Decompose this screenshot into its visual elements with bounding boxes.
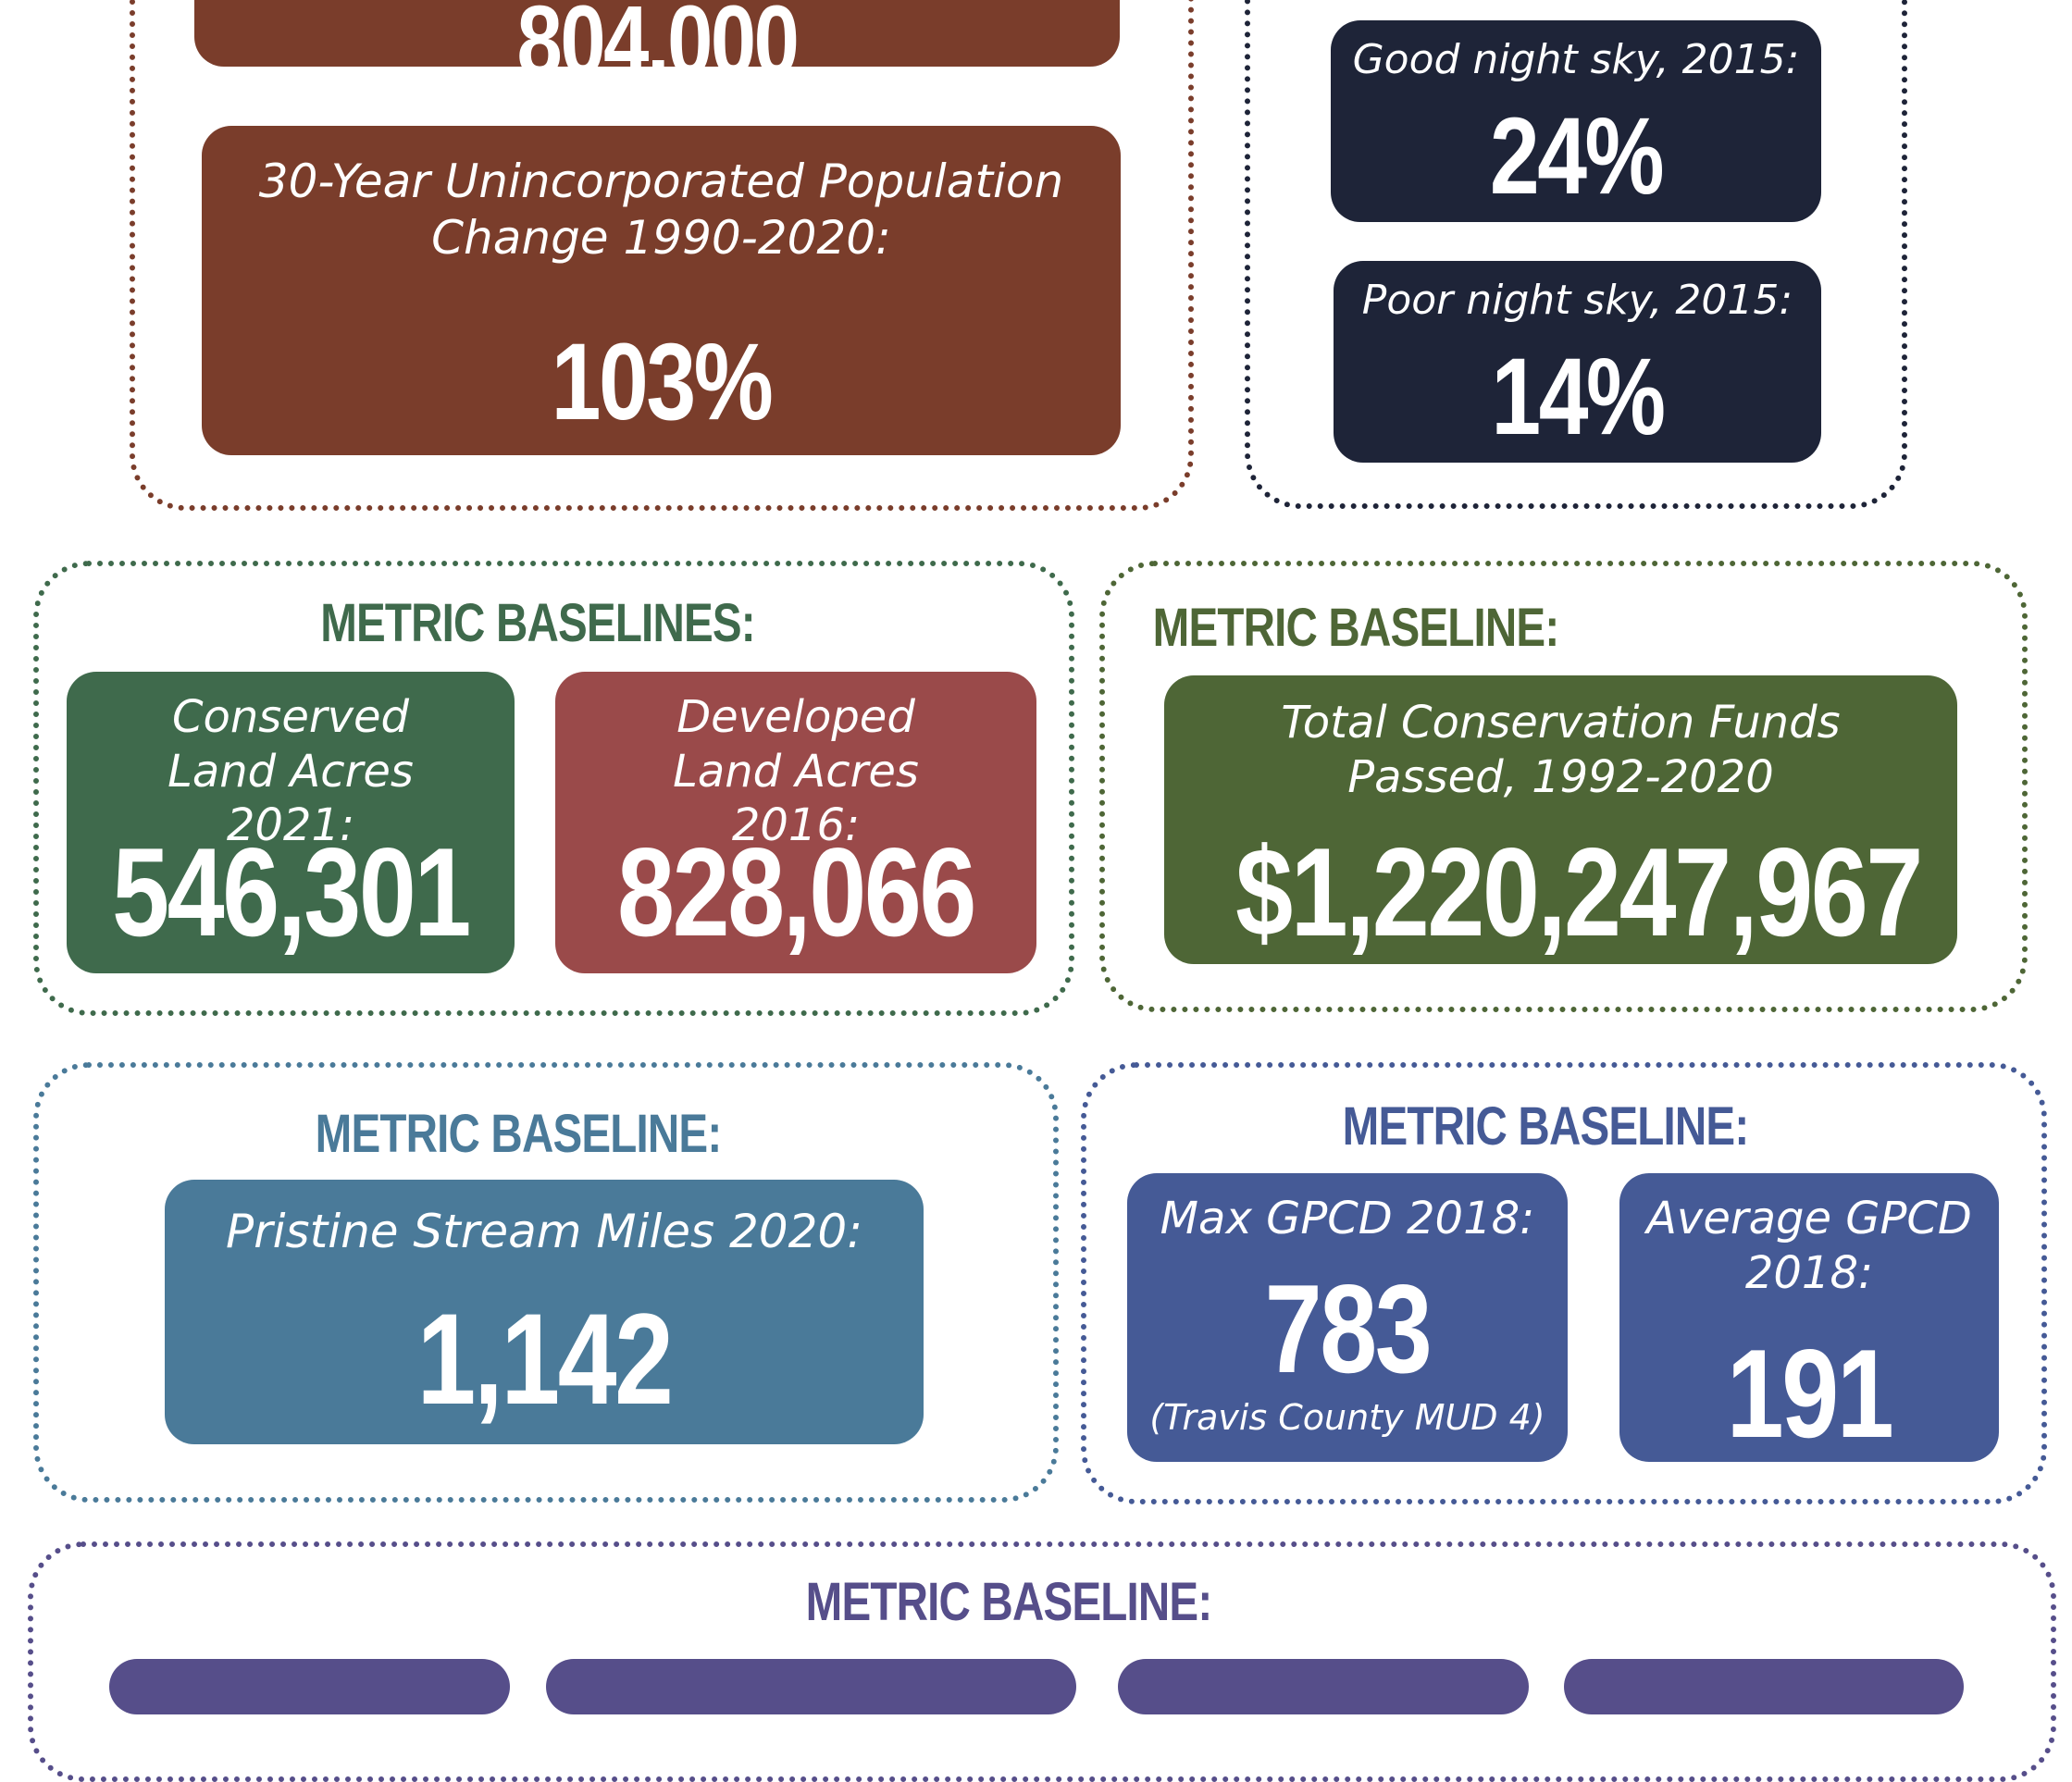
avg-gpcd-card: Average GPCD 2018: 191 (1619, 1173, 1999, 1462)
streams-label: Pristine Stream Miles 2020: (225, 1205, 863, 1258)
funds-card: Total Conservation Funds Passed, 1992-20… (1164, 675, 1957, 964)
population-frame (130, 0, 1194, 511)
good-night-sky-value: 24% (1489, 95, 1665, 217)
funds-header: METRIC BASELINE: (1152, 598, 1560, 658)
population-total-value: 804,000 (516, 0, 800, 67)
streams-frame (33, 1062, 1059, 1503)
bottom-card-1 (109, 1659, 510, 1714)
population-change-value: 103% (551, 321, 774, 443)
land-header: METRIC BASELINES: (320, 593, 755, 653)
conserved-land-value: 546,301 (112, 822, 471, 962)
max-gpcd-note: (Travis County MUD 4) (1149, 1397, 1545, 1438)
population-change-label: 30-Year Unincorporated Population Change… (258, 155, 1064, 265)
good-night-sky-label: Good night sky, 2015: (1352, 36, 1800, 83)
conserved-land-label: Conserved Land Acres 2021: (167, 691, 414, 852)
bottom-card-2 (546, 1659, 1076, 1714)
bottom-card-4 (1564, 1659, 1964, 1714)
poor-night-sky-card: Poor night sky, 2015: 14% (1334, 261, 1821, 463)
max-gpcd-card: Max GPCD 2018: 783 (Travis County MUD 4) (1127, 1173, 1568, 1462)
population-change-card: 30-Year Unincorporated Population Change… (202, 126, 1121, 455)
developed-land-card: Developed Land Acres 2016: 828,066 (555, 672, 1036, 973)
water-header: METRIC BASELINE: (1342, 1096, 1750, 1157)
poor-night-sky-value: 14% (1491, 336, 1666, 458)
conserved-land-card: Conserved Land Acres 2021: 546,301 (67, 672, 515, 973)
poor-night-sky-label: Poor night sky, 2015: (1361, 277, 1793, 324)
funds-frame (1099, 561, 2028, 1012)
funds-value: $1,220,247,967 (1235, 822, 1923, 962)
streams-card: Pristine Stream Miles 2020: 1,142 (165, 1180, 924, 1444)
max-gpcd-label: Max GPCD 2018: (1160, 1193, 1535, 1244)
avg-gpcd-label: Average GPCD 2018: (1646, 1193, 1972, 1299)
bottom-header: METRIC BASELINE: (805, 1572, 1213, 1632)
streams-header: METRIC BASELINE: (315, 1104, 723, 1164)
streams-value: 1,142 (416, 1286, 674, 1431)
bottom-card-3 (1118, 1659, 1529, 1714)
funds-label: Total Conservation Funds Passed, 1992-20… (1281, 697, 1841, 803)
max-gpcd-value: 783 (1264, 1258, 1433, 1399)
water-frame (1081, 1062, 2047, 1504)
developed-land-value: 828,066 (617, 822, 976, 962)
avg-gpcd-value: 191 (1726, 1323, 1894, 1462)
night-sky-frame (1245, 0, 1907, 509)
population-total-card: 804,000 (194, 0, 1120, 67)
land-frame (33, 561, 1074, 1016)
good-night-sky-card: Good night sky, 2015: 24% (1331, 20, 1821, 222)
developed-land-label: Developed Land Acres 2016: (673, 691, 919, 852)
